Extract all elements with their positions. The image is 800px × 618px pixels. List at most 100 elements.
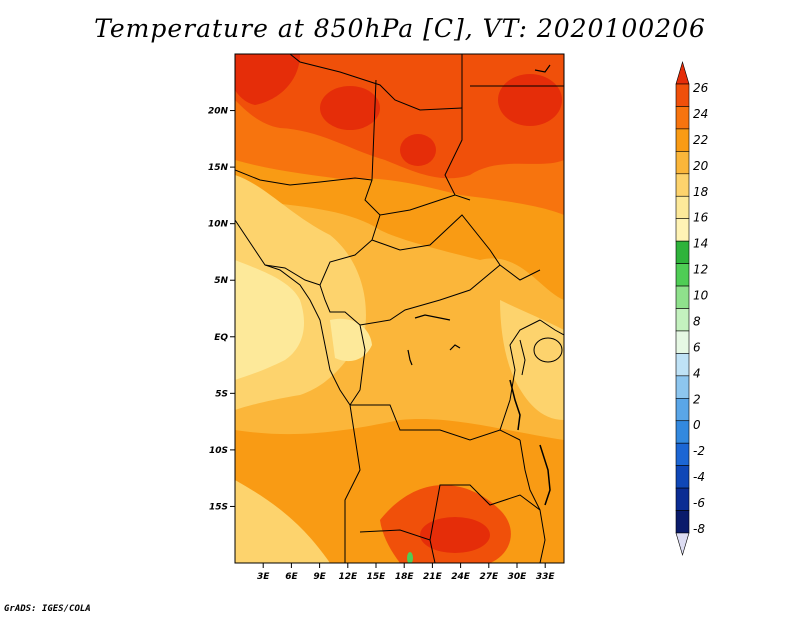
colorbar-label: 2 (693, 392, 701, 406)
colorbar-swatch (675, 397, 690, 422)
coastline-west (235, 219, 351, 406)
colorbar-label: 14 (693, 237, 708, 251)
colorbar-swatch (675, 218, 690, 242)
colorbar-label: 0 (693, 418, 701, 432)
lon-tick-label: 6E (285, 572, 298, 582)
lake-tanganyika (509, 379, 521, 431)
colorbar-swatch (675, 151, 690, 175)
lat-tick-label: 20N (208, 107, 229, 117)
colorbar-swatch (675, 128, 690, 152)
colorbar-label: 18 (693, 185, 709, 199)
country-borders (235, 54, 564, 563)
border-2 (444, 54, 471, 201)
field-zone-sw-16-18 (235, 480, 330, 563)
lake-victoria (533, 337, 563, 363)
colorbar-label: 12 (693, 263, 708, 277)
temperature-field (235, 54, 564, 563)
river-1 (414, 314, 451, 321)
colorbar-swatch (675, 487, 690, 511)
lon-tick-label: 15E (367, 572, 387, 582)
field-hot-south (420, 517, 490, 553)
lake-malawi (539, 444, 551, 506)
border-10 (359, 264, 501, 326)
colorbar-label: -4 (693, 470, 705, 484)
colorbar-label: 26 (693, 81, 709, 95)
field-zone-16-18-east (500, 300, 564, 420)
colorbar-label: 16 (693, 211, 709, 225)
lake-kivu (519, 339, 526, 376)
lon-tick-label: 18E (395, 572, 415, 582)
lat-tick-label: 15S (209, 502, 228, 512)
river-2 (407, 349, 413, 366)
border-18 (539, 319, 564, 336)
colorbar-label: 8 (693, 314, 701, 328)
field-cold-spot (407, 552, 413, 563)
field-hot-1 (320, 86, 380, 130)
border-1 (289, 54, 463, 111)
field-zone-14-16 (235, 260, 305, 380)
border-16 (519, 439, 546, 563)
lon-tick-label: 27E (479, 572, 499, 582)
colorbar-label: -2 (693, 444, 705, 458)
colorbar-swatch (675, 173, 690, 197)
colorbar-swatch (675, 465, 690, 489)
grads-credit: GrADS: IGES/COLA (4, 604, 91, 614)
colorbar-swatch (675, 420, 690, 444)
colorbar-swatch (675, 375, 690, 399)
colorbar-label: 10 (693, 289, 709, 303)
lon-tick-label: 30E (508, 572, 528, 582)
colorbar-swatch (675, 308, 690, 332)
field-zone-14-16-b (330, 318, 372, 362)
border-13 (344, 404, 361, 563)
colorbar-label: 4 (693, 366, 701, 380)
coast-ne (534, 64, 551, 73)
border-15 (429, 539, 436, 563)
colorbar-label: 20 (693, 159, 709, 173)
lat-tick-label: 5N (214, 276, 228, 286)
lon-tick-label: 21E (423, 572, 443, 582)
colorbar-label: 6 (693, 340, 701, 354)
border-5 (235, 169, 373, 186)
colorbar-min-arrow (675, 532, 690, 557)
colorbar-swatch (675, 195, 690, 220)
border-6 (379, 194, 456, 216)
field-hot-2 (400, 134, 436, 166)
colorbar-swatch (675, 510, 690, 534)
lat-tick-label: EQ (214, 333, 228, 343)
field-hot-3 (498, 74, 562, 126)
border-11 (349, 324, 366, 406)
colorbar-label: 24 (693, 107, 708, 121)
lat-tick-label: 10S (209, 446, 228, 456)
border-3 (364, 79, 381, 241)
colorbar-swatch (675, 353, 690, 377)
colorbar-swatch (675, 83, 690, 107)
border-9 (319, 284, 361, 326)
colorbar-swatch (675, 330, 690, 354)
colorbar-label: -8 (693, 522, 705, 536)
map-frame (234, 53, 565, 564)
border-8 (371, 214, 541, 281)
lon-tick-label: 24E (451, 572, 471, 582)
border-17 (499, 319, 541, 431)
lon-tick-label: 33E (536, 572, 556, 582)
colorbar-swatch (675, 285, 690, 309)
field-zone-24-26 (235, 54, 564, 179)
map-title: Temperature at 850hPa [C], VT: 202010020… (94, 14, 706, 43)
lon-tick-label: 9E (313, 572, 326, 582)
lon-tick-label: 3E (257, 572, 270, 582)
colorbar-swatch (675, 240, 690, 264)
border-14 (359, 484, 541, 541)
colorbar-label: -6 (693, 496, 705, 510)
colorbar-swatch (675, 442, 690, 466)
lat-tick-label: 5S (215, 389, 228, 399)
lat-tick-label: 10N (208, 220, 229, 230)
lon-tick-label: 12E (338, 572, 358, 582)
colorbar-max-arrow (675, 60, 690, 85)
axis-ticks: 3E 6E 9E 12E 15E 18E 21E 24E 27E 30E 33E 20N 15N 10N 5… (208, 107, 555, 582)
river-3 (449, 344, 461, 351)
colorbar-swatch (675, 263, 690, 287)
colorbar-label: 22 (693, 133, 708, 147)
colorbar-swatch (675, 106, 690, 130)
